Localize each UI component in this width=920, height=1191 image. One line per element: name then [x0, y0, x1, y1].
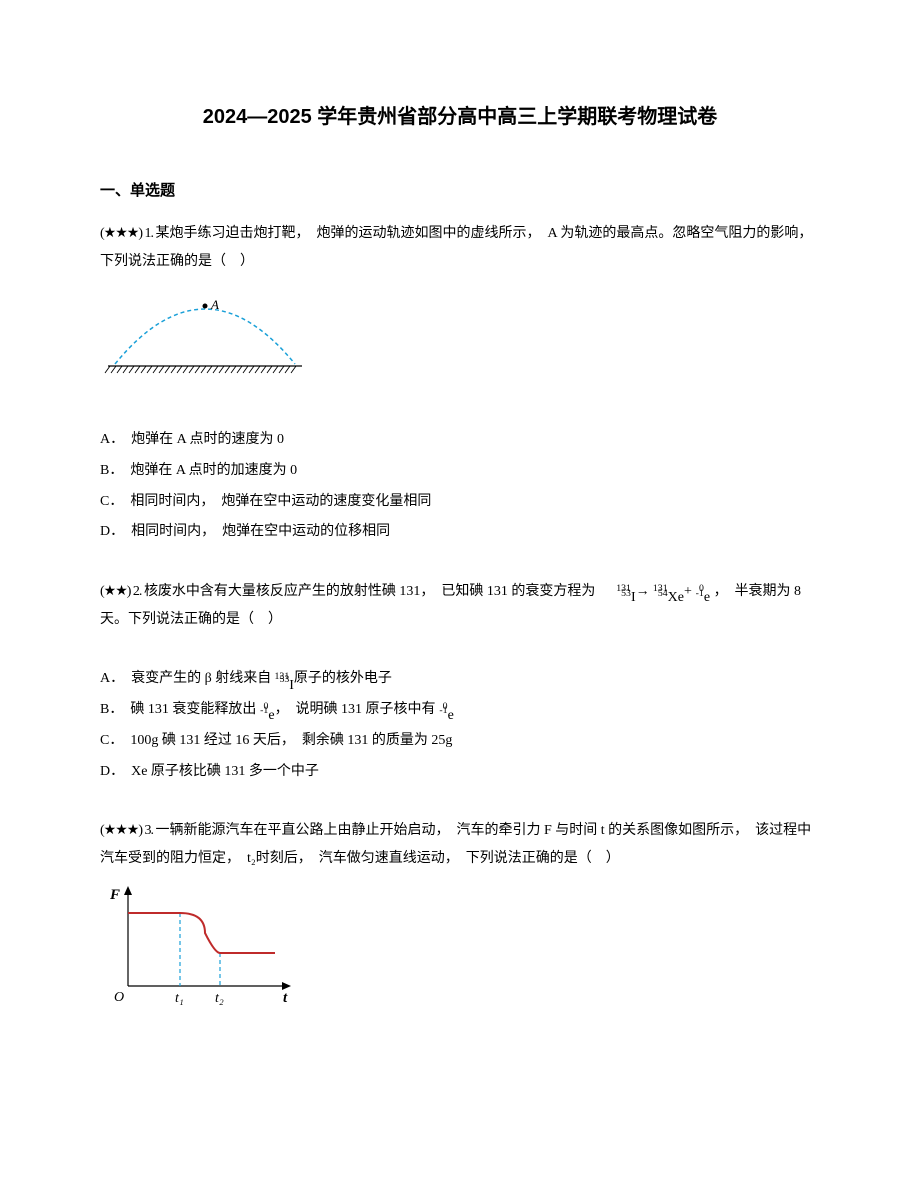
- q1-stem: (★★★) 1. 某炮手练习迫击炮打靶， 炮弹的运动轨迹如图中的虚线所示， A …: [100, 220, 820, 276]
- q3-stem: (★★★) 3. 一辆新能源汽车在平直公路上由静止开始启动， 汽车的牵引力 F …: [100, 817, 820, 873]
- q1-option-a: A． 炮弹在 A 点时的速度为 0: [100, 425, 820, 456]
- q1-stars: (★★★) 1.: [100, 226, 155, 241]
- force-time-graph: F t O t₁ t₂: [100, 881, 300, 1011]
- q3-text: 一辆新能源汽车在平直公路上由静止开始启动， 汽车的牵引力 F 与时间 t 的关系…: [100, 823, 811, 866]
- svg-text:A: A: [210, 297, 219, 312]
- q2-stem: (★★) 2. 核废水中含有大量核反应产生的放射性碘 131， 已知碘 131 …: [100, 578, 820, 634]
- q2-options: A． 衰变产生的 β 射线来自13153I原子的核外电子 B． 碘 131 衰变…: [100, 664, 820, 787]
- q2-option-a: A． 衰变产生的 β 射线来自13153I原子的核外电子: [100, 664, 820, 695]
- q1-text: 某炮手练习迫击炮打靶， 炮弹的运动轨迹如图中的虚线所示， A 为轨迹的最高点。忽…: [100, 226, 819, 269]
- svg-text:O: O: [114, 990, 124, 1005]
- q2-option-b: B． 碘 131 衰变能释放出0-1e， 说明碘 131 原子核中有0-1e: [100, 695, 820, 726]
- page-title: 2024—2025 学年贵州省部分高中高三上学期联考物理试卷: [100, 100, 820, 129]
- q1-options: A． 炮弹在 A 点时的速度为 0 B． 炮弹在 A 点时的加速度为 0 C． …: [100, 425, 820, 548]
- q1-figure: A: [100, 284, 820, 395]
- section-header: 一、单选题: [100, 179, 820, 200]
- question-2: (★★) 2. 核废水中含有大量核反应产生的放射性碘 131， 已知碘 131 …: [100, 578, 820, 787]
- q2-option-d: D． Xe 原子核比碘 131 多一个中子: [100, 757, 820, 788]
- nuclide-Xe: 13154Xe: [668, 584, 684, 601]
- svg-text:t₁: t₁: [175, 991, 184, 1006]
- nuclide-e: 0-1e: [704, 584, 710, 601]
- question-1: (★★★) 1. 某炮手练习迫击炮打靶， 炮弹的运动轨迹如图中的虚线所示， A …: [100, 220, 820, 548]
- q1-option-d: D． 相同时间内， 炮弹在空中运动的位移相同: [100, 517, 820, 548]
- q3-figure: F t O t₁ t₂: [100, 881, 820, 1022]
- q1-option-b: B． 炮弹在 A 点时的加速度为 0: [100, 456, 820, 487]
- svg-text:t: t: [283, 990, 288, 1006]
- q2-option-c: C． 100g 碘 131 经过 16 天后， 剩余碘 131 的质量为 25g: [100, 726, 820, 757]
- nuclide-I: 13153I: [631, 584, 636, 601]
- svg-text:F: F: [109, 887, 120, 903]
- q1-option-c: C． 相同时间内， 炮弹在空中运动的速度变化量相同: [100, 487, 820, 518]
- q2-stars: (★★) 2.: [100, 584, 144, 599]
- q2-text-a: 核废水中含有大量核反应产生的放射性碘 131， 已知碘 131 的衰变方程为: [144, 584, 610, 599]
- trajectory-diagram: A: [100, 284, 310, 384]
- q3-stars: (★★★) 3.: [100, 823, 155, 838]
- question-3: (★★★) 3. 一辆新能源汽车在平直公路上由静止开始启动， 汽车的牵引力 F …: [100, 817, 820, 1022]
- svg-text:t₂: t₂: [215, 991, 224, 1006]
